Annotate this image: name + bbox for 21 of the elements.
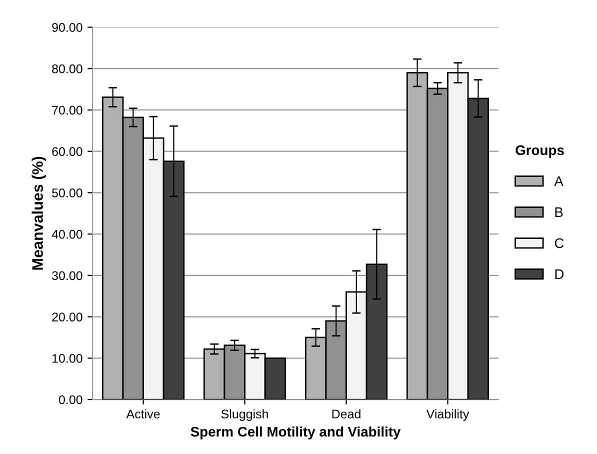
y-tick-label: 70.00	[52, 106, 82, 115]
y-tick-label: 80.00	[52, 64, 82, 74]
y-tick-label: 20.00	[52, 312, 82, 322]
y-tick-label: 0.00	[58, 395, 82, 404]
y-axis-title: Meanvalues (%)	[32, 156, 46, 270]
legend-label: C	[554, 238, 564, 248]
x-tick-label: Viability	[426, 409, 470, 421]
y-tick-label: 60.00	[52, 147, 82, 156]
legend-label: A	[554, 176, 564, 186]
legend-label: D	[555, 269, 564, 279]
y-tick-label: 40.00	[52, 230, 82, 239]
y-tick-label: 50.00	[52, 188, 82, 198]
legend-label: B	[555, 207, 563, 217]
x-tick-label: Dead	[332, 409, 360, 418]
legend-title: Groups	[516, 145, 564, 158]
y-tick-label: 30.00	[52, 271, 82, 280]
x-tick-label: Active	[126, 409, 160, 418]
y-tick-label: 10.00	[52, 354, 82, 363]
x-tick-label: Sluggish	[221, 409, 268, 421]
y-tick-label: 90.00	[52, 23, 82, 32]
x-axis-title: Sperm Cell Motility and Viability	[190, 426, 401, 440]
